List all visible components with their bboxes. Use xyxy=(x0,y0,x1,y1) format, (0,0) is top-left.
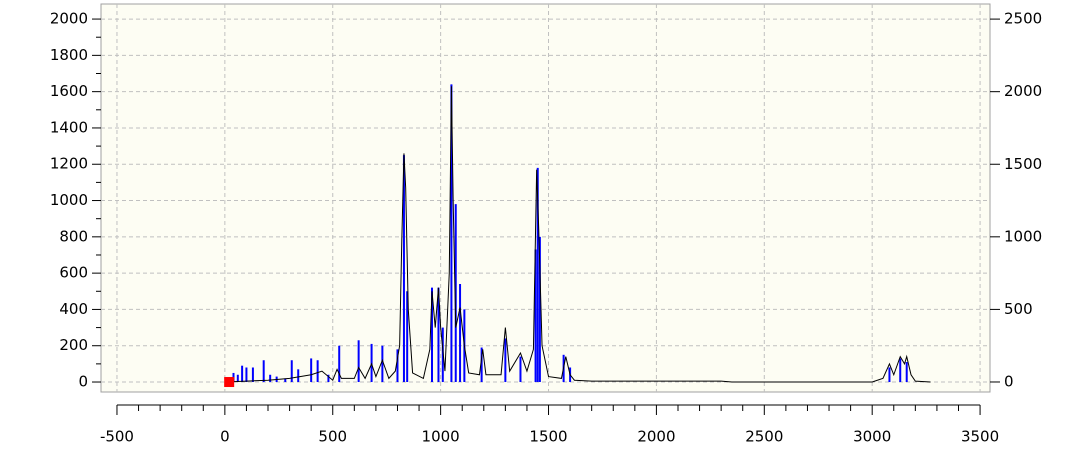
plot-area xyxy=(100,3,991,393)
y-tick-label: 800 xyxy=(59,227,88,245)
spectrum-line xyxy=(224,86,931,383)
marker xyxy=(224,377,235,388)
x-tick-label: 3000 xyxy=(853,428,891,446)
y-tick-label: 1000 xyxy=(50,191,88,209)
y-tick-label: 1400 xyxy=(50,118,88,136)
y-tick-label: 400 xyxy=(59,300,88,318)
y2-tick-label: 1500 xyxy=(1004,155,1042,173)
x-tick-label: 2500 xyxy=(745,428,783,446)
y2-tick-label: 500 xyxy=(1004,300,1033,318)
x-tick-label: 1000 xyxy=(422,428,460,446)
y2-tick-label: 2500 xyxy=(1004,10,1042,28)
y-tick-label: 1200 xyxy=(50,155,88,173)
x-tick-label: -500 xyxy=(100,428,134,446)
y-tick-label: 600 xyxy=(59,264,88,282)
y-tick-label: 1600 xyxy=(50,82,88,100)
x-tick-label: 0 xyxy=(220,428,230,446)
x-tick-label: 3500 xyxy=(961,428,999,446)
y2-tick-label: 1000 xyxy=(1004,227,1042,245)
x-tick-label: 500 xyxy=(318,428,347,446)
x-tick-label: 1500 xyxy=(529,428,567,446)
y2-tick-label: 2000 xyxy=(1004,82,1042,100)
y-tick-label: 1800 xyxy=(50,46,88,64)
y-tick-label: 0 xyxy=(78,373,88,391)
y-tick-label: 2000 xyxy=(50,10,88,28)
x-tick-label: 2000 xyxy=(637,428,675,446)
y2-tick-label: 0 xyxy=(1004,372,1014,390)
y-tick-label: 200 xyxy=(59,336,88,354)
